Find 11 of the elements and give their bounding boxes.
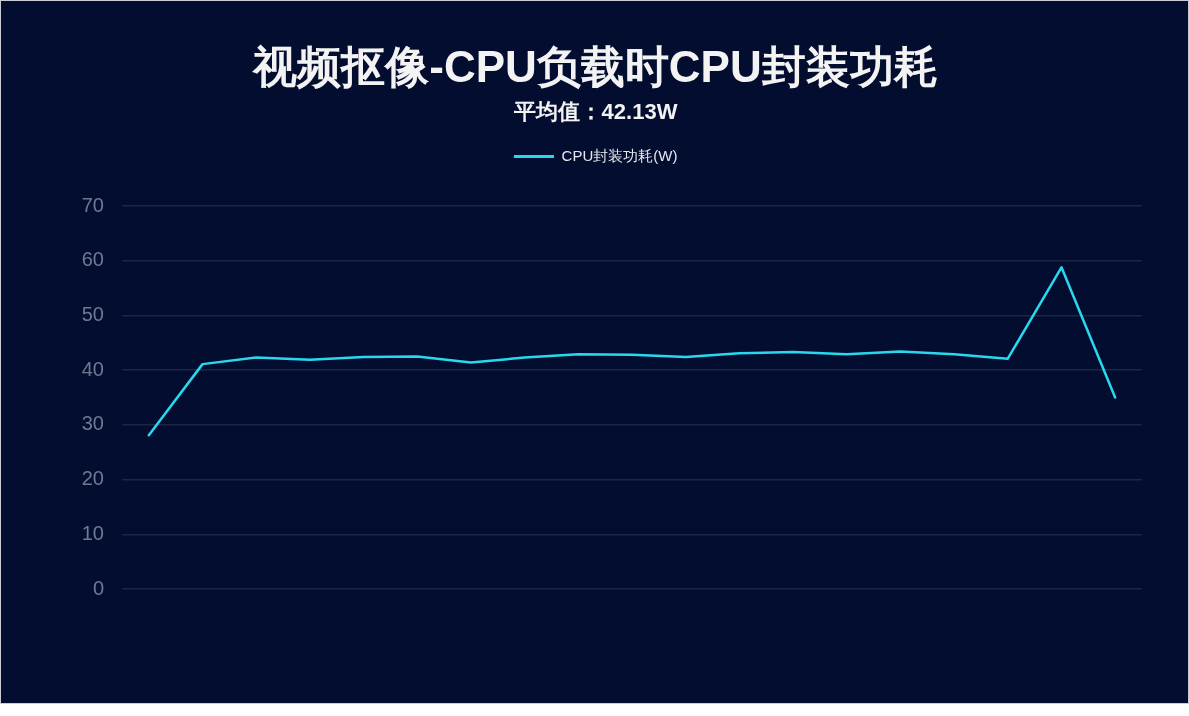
legend-label: CPU封装功耗(W) xyxy=(561,147,678,166)
y-tick-label: 70 xyxy=(81,193,104,216)
y-tick-label: 50 xyxy=(81,302,104,325)
y-tick-label: 10 xyxy=(81,521,104,544)
y-tick-label: 40 xyxy=(81,357,104,380)
y-tick-label: 0 xyxy=(92,576,104,599)
chart-title: 视频抠像-CPU负载时CPU封装功耗 xyxy=(251,41,939,93)
y-tick-label: 30 xyxy=(81,412,104,435)
y-tick-label: 20 xyxy=(81,467,104,490)
y-tick-label: 60 xyxy=(81,248,104,271)
chart-subtitle: 平均值：42.13W xyxy=(512,98,679,126)
